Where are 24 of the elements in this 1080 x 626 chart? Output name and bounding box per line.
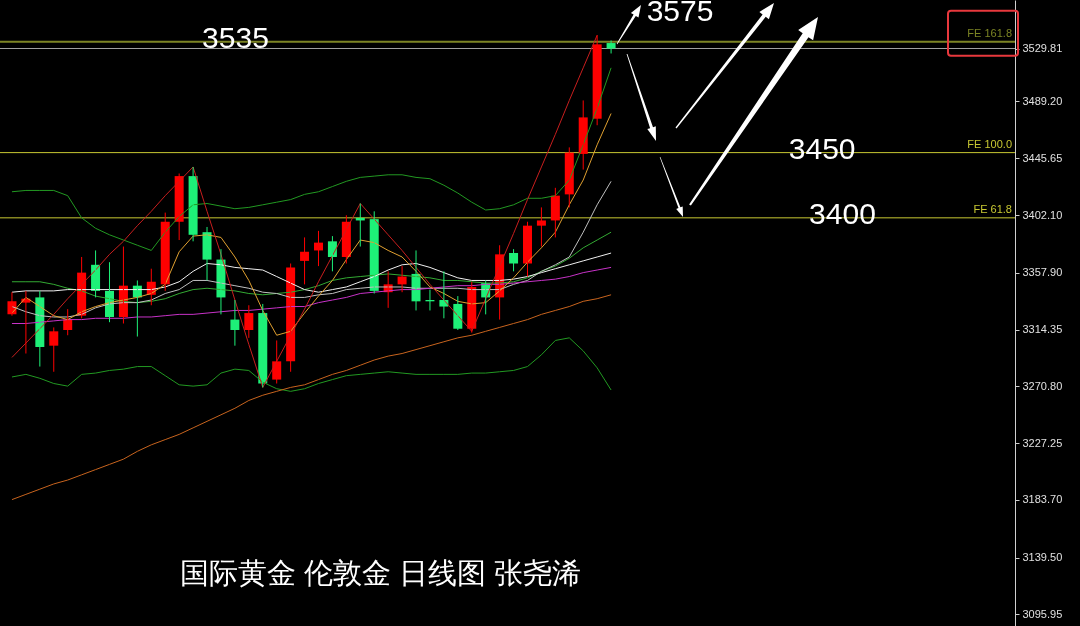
line-series xyxy=(11,337,612,392)
candlestick xyxy=(536,206,546,248)
candlestick xyxy=(49,326,59,373)
y-tick-label: 3489.20 xyxy=(1022,94,1063,107)
y-tick-label: 3227.25 xyxy=(1022,436,1063,449)
y-tick-label: 3095.95 xyxy=(1022,607,1063,620)
y-tick-label: 3314.35 xyxy=(1022,323,1063,336)
annotation: 3400 xyxy=(809,196,876,230)
y-tick-label: 3357.90 xyxy=(1022,266,1063,279)
ref-line-label: FE 161.8 xyxy=(967,26,1012,39)
ref-line-label: FE 100.0 xyxy=(967,137,1012,150)
line-series xyxy=(11,231,612,304)
line-series xyxy=(11,294,612,501)
y-tick-label: 3402.10 xyxy=(1022,208,1063,221)
annotation: 3535 xyxy=(202,20,269,54)
y-tick-label: 3183.70 xyxy=(1022,493,1063,506)
ref-line-label: FE 61.8 xyxy=(973,202,1012,215)
text: 国际黄金 伦敦金 日线图 张尧浠 xyxy=(180,557,582,589)
y-tick-label: 3445.65 xyxy=(1022,151,1063,164)
y-tick-label: 3529.81 xyxy=(1022,42,1063,55)
line-series xyxy=(11,67,612,251)
text: 3575 xyxy=(646,0,714,27)
y-tick-label: 3139.50 xyxy=(1022,551,1063,564)
y-tick-label: 3270.80 xyxy=(1022,379,1063,392)
